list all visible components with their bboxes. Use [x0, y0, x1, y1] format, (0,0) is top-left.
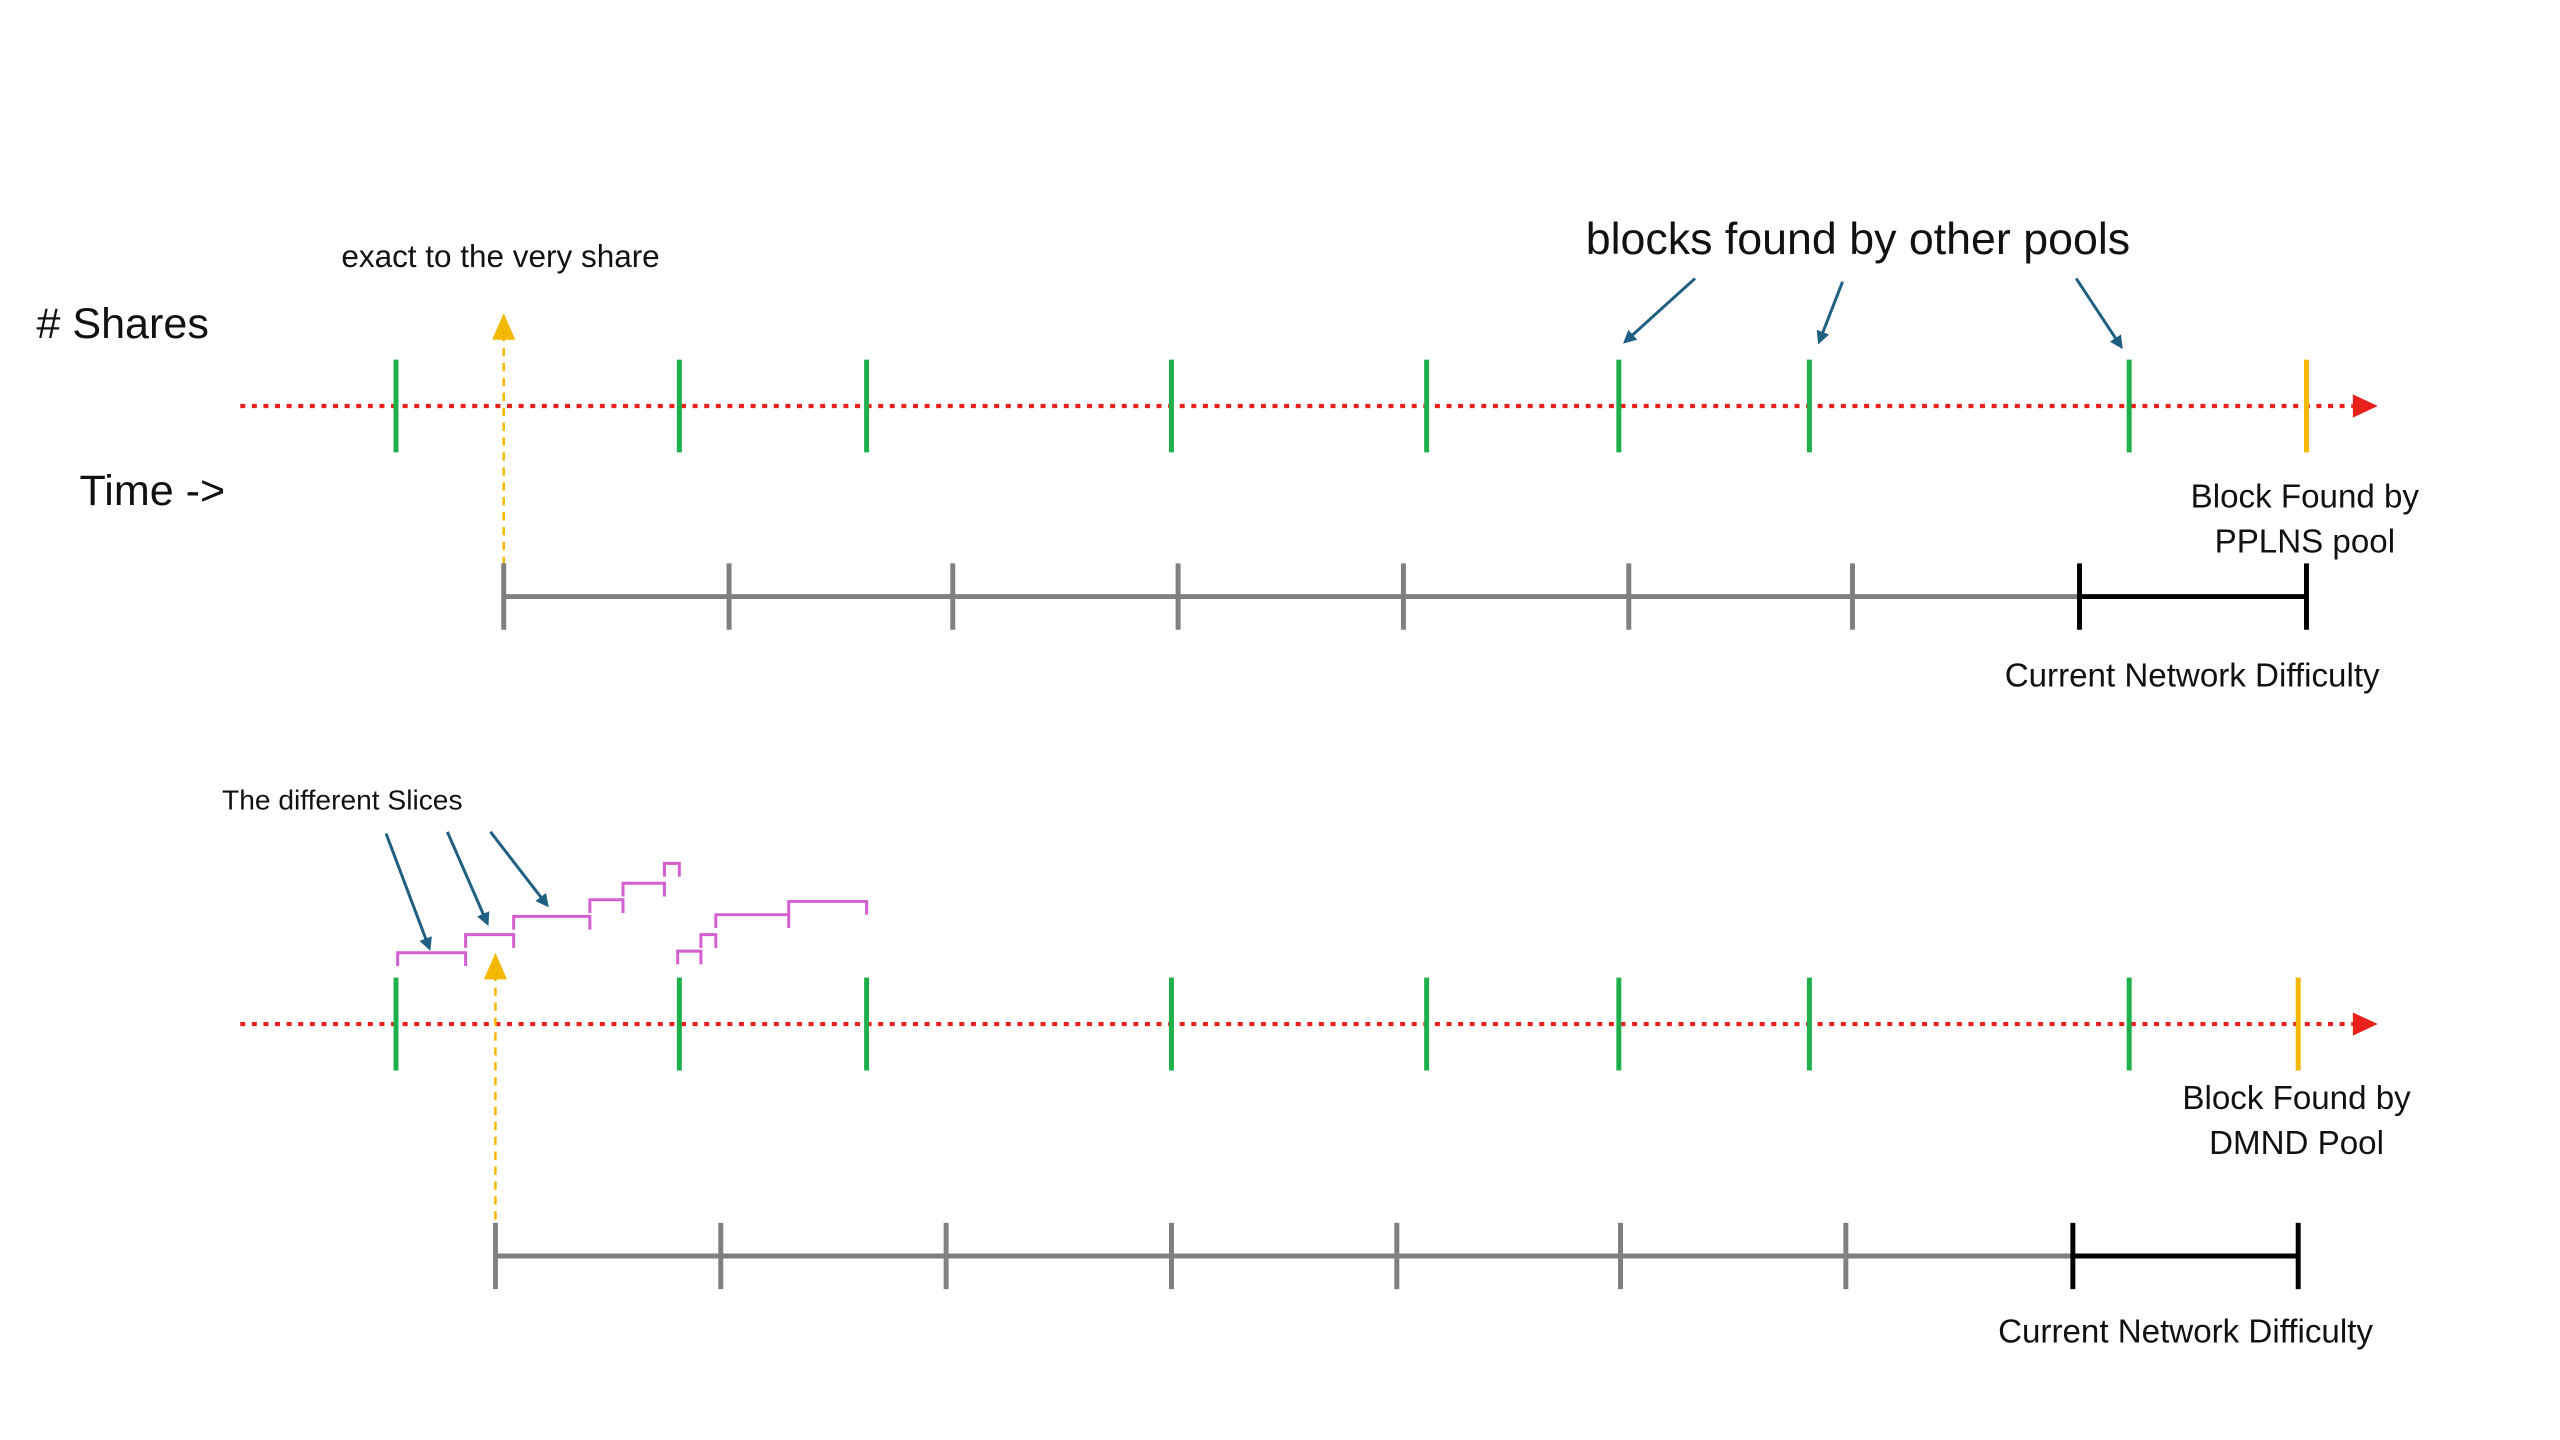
block-found-label: DMND Pool — [2209, 1125, 2384, 1162]
difficulty-label: Current Network Difficulty — [2005, 657, 2380, 694]
slices — [396, 861, 869, 967]
difficulty-ruler — [2070, 1222, 2301, 1290]
share-arrow-head — [483, 952, 508, 980]
x-label: Time -> — [80, 467, 226, 515]
block-ticks — [393, 359, 2132, 453]
difficulty-label: Current Network Difficulty — [1998, 1314, 2373, 1351]
axis-arrow — [2352, 394, 2378, 418]
other-pools-label: blocks found by other pools — [1586, 215, 2130, 264]
difficulty-ruler — [2076, 563, 2309, 630]
share-arrow-head — [492, 313, 516, 340]
block-found-label: PPLNS pool — [2215, 523, 2395, 560]
slices-label: The different Slices — [222, 784, 462, 815]
pointer-arrows — [384, 830, 549, 951]
block-ticks — [393, 977, 2132, 1071]
block-found-label: Block Found by — [2182, 1080, 2411, 1117]
block-found-label: Block Found by — [2191, 479, 2420, 516]
axis-arrow — [2352, 1012, 2378, 1036]
bottom-diagram: The different Slices Block Found by DMND… — [222, 784, 2411, 1350]
window-ruler — [501, 563, 2080, 630]
top-diagram: exact to the very share # Shares Time ->… — [36, 215, 2419, 695]
window-ruler — [492, 1222, 2073, 1290]
y-label: # Shares — [36, 300, 208, 348]
share-note: exact to the very share — [341, 239, 659, 274]
pointer-arrows — [1623, 277, 2123, 350]
